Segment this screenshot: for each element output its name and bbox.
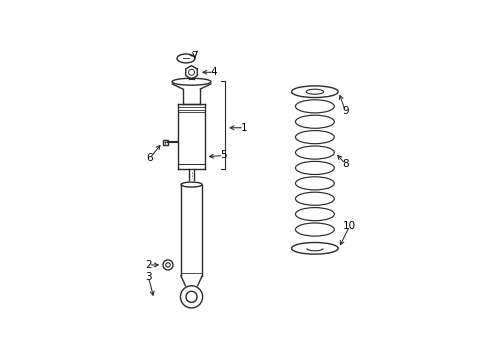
Text: 2: 2 [145,260,152,270]
Text: 8: 8 [342,159,349,169]
Text: 7: 7 [191,51,197,61]
Text: 3: 3 [145,273,152,283]
Text: 5: 5 [220,150,227,161]
Bar [163,140,168,144]
Text: 6: 6 [147,153,153,163]
Text: 9: 9 [342,106,349,116]
Text: 1: 1 [241,123,247,133]
Text: 4: 4 [210,67,217,77]
Text: 10: 10 [343,221,356,231]
